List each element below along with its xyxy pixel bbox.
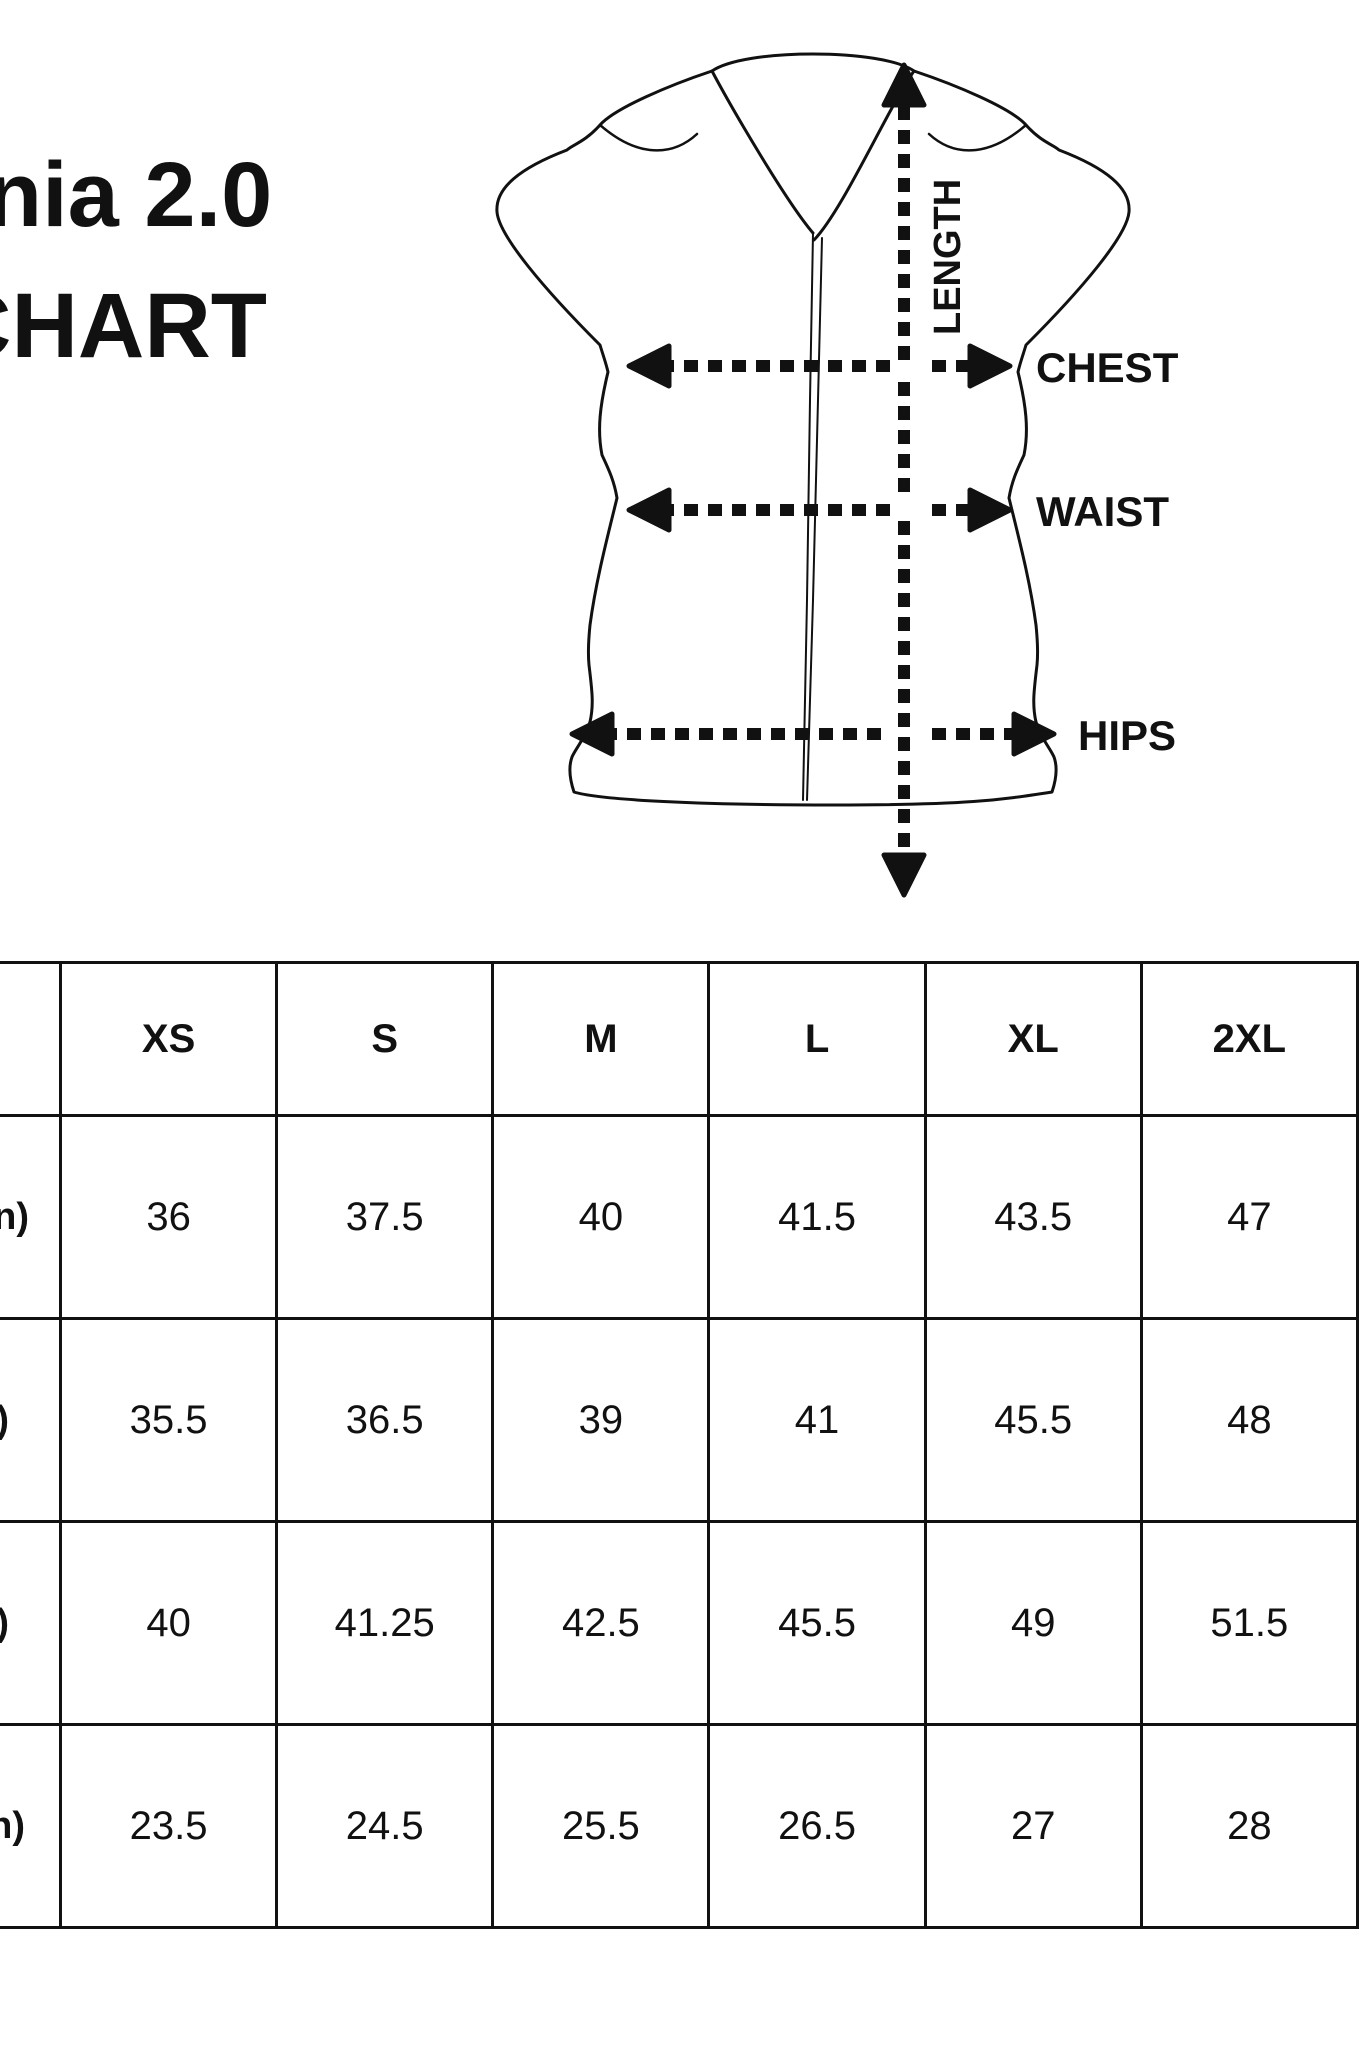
svg-text:HIPS: HIPS <box>1078 712 1176 759</box>
svg-text:CHEST: CHEST <box>1036 344 1179 391</box>
svg-text:LENGTH: LENGTH <box>927 179 969 335</box>
svg-text:WAIST: WAIST <box>1036 488 1169 535</box>
